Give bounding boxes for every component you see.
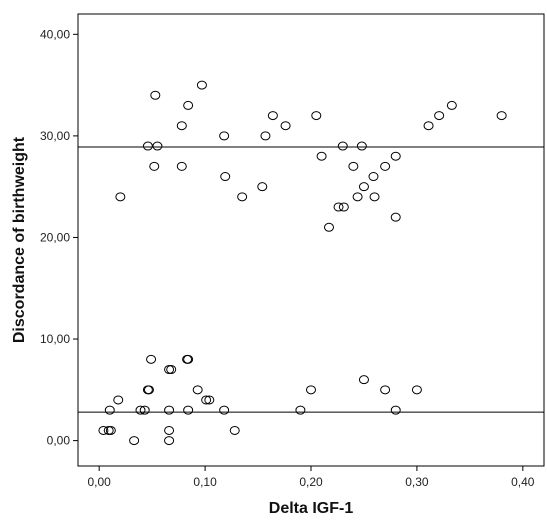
x-tick-label: 0,00 bbox=[88, 475, 112, 489]
data-point bbox=[229, 425, 240, 435]
data-point bbox=[333, 202, 344, 212]
data-point bbox=[380, 161, 391, 171]
data-point bbox=[183, 100, 194, 110]
data-point bbox=[337, 141, 348, 151]
data-point bbox=[152, 141, 163, 151]
data-point bbox=[104, 405, 115, 415]
data-point bbox=[115, 192, 126, 202]
reference-lines bbox=[78, 146, 544, 413]
x-axis-title: Delta IGF-1 bbox=[269, 500, 354, 517]
data-point bbox=[280, 121, 291, 131]
data-point bbox=[338, 202, 349, 212]
data-point bbox=[149, 161, 160, 171]
data-point bbox=[135, 405, 146, 415]
data-point bbox=[204, 395, 215, 405]
data-point bbox=[348, 161, 359, 171]
data-point bbox=[324, 222, 335, 232]
data-point bbox=[390, 212, 401, 222]
x-tick-label: 0,40 bbox=[511, 475, 535, 489]
data-point bbox=[267, 111, 278, 121]
data-points bbox=[98, 80, 507, 446]
data-point bbox=[358, 375, 369, 385]
data-point bbox=[176, 161, 187, 171]
data-point bbox=[368, 172, 379, 182]
y-tick-label: 30,00 bbox=[40, 129, 70, 143]
x-tick-label: 0,30 bbox=[405, 475, 429, 489]
data-point bbox=[142, 141, 153, 151]
data-point bbox=[164, 425, 175, 435]
y-tick-label: 10,00 bbox=[40, 332, 70, 346]
data-point bbox=[143, 385, 154, 395]
data-point bbox=[146, 354, 157, 364]
data-point bbox=[129, 436, 140, 446]
data-point bbox=[316, 151, 327, 161]
data-point bbox=[295, 405, 306, 415]
data-point bbox=[183, 354, 194, 364]
data-point bbox=[390, 405, 401, 415]
data-point bbox=[176, 121, 187, 131]
data-point bbox=[164, 405, 175, 415]
y-tick-label: 0,00 bbox=[47, 434, 71, 448]
plot-area bbox=[77, 13, 545, 467]
data-point bbox=[358, 182, 369, 192]
data-point bbox=[434, 111, 445, 121]
data-point bbox=[150, 90, 161, 100]
x-axis-ticks: 0,00 0,10 0,20 0,30 0,40 bbox=[88, 466, 535, 489]
data-point bbox=[183, 405, 194, 415]
x-tick-label: 0,10 bbox=[193, 475, 217, 489]
data-point bbox=[219, 131, 230, 141]
data-point bbox=[390, 151, 401, 161]
data-point bbox=[369, 192, 380, 202]
data-point bbox=[105, 425, 116, 435]
data-point bbox=[380, 385, 391, 395]
y-tick-label: 20,00 bbox=[40, 230, 70, 244]
y-axis-ticks: 0,00 10,00 20,00 30,00 40,00 bbox=[40, 27, 78, 448]
data-point bbox=[260, 131, 271, 141]
data-point bbox=[237, 192, 248, 202]
data-point bbox=[139, 405, 150, 415]
x-tick-label: 0,20 bbox=[299, 475, 323, 489]
data-point bbox=[423, 121, 434, 131]
data-point bbox=[496, 111, 507, 121]
data-point bbox=[257, 182, 268, 192]
data-point bbox=[352, 192, 363, 202]
data-point bbox=[98, 425, 109, 435]
data-point bbox=[164, 436, 175, 446]
data-point bbox=[446, 100, 457, 110]
data-point bbox=[113, 395, 124, 405]
data-point bbox=[219, 405, 230, 415]
data-point bbox=[192, 385, 203, 395]
data-point bbox=[311, 111, 322, 121]
data-point bbox=[220, 172, 231, 182]
data-point bbox=[306, 385, 316, 395]
data-point bbox=[166, 365, 177, 375]
y-tick-label: 40,00 bbox=[40, 27, 70, 41]
data-point bbox=[196, 80, 207, 90]
data-point bbox=[201, 395, 212, 405]
data-point bbox=[356, 141, 367, 151]
data-point bbox=[411, 385, 422, 395]
y-axis-title: Discordance of birthweight bbox=[11, 136, 28, 343]
